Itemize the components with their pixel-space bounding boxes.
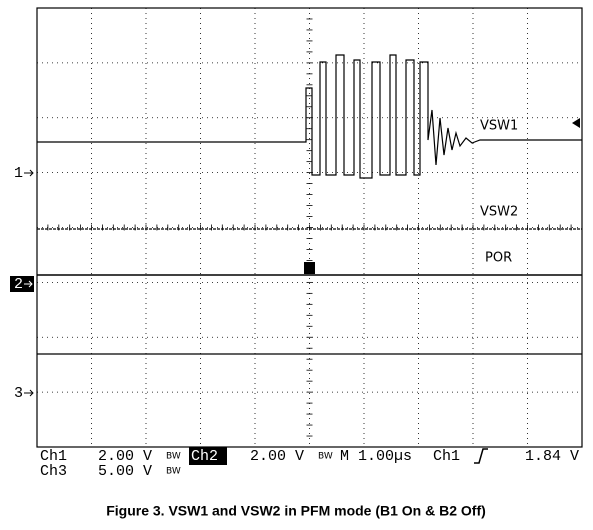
- readout-text: 1.84 V: [525, 448, 579, 465]
- graticule: [36, 7, 583, 448]
- readout-text: 2.00 V: [250, 448, 304, 465]
- trace-label: VSW1: [480, 119, 518, 134]
- marker-arrow: [24, 169, 34, 177]
- readout-text: BW: [318, 452, 333, 462]
- readout-text: Ch2: [191, 448, 218, 465]
- marker-arrow: [24, 389, 34, 397]
- vsw1-trace: [37, 54, 582, 179]
- readout-text: Ch1: [40, 448, 67, 465]
- readout-text: BW: [166, 452, 181, 462]
- readout-text: Ch1: [433, 448, 460, 465]
- caption: Figure 3. VSW1 and VSW2 in PFM mode (B1 …: [106, 503, 486, 519]
- channel-marker: 1: [14, 165, 23, 182]
- readout-text: 2.00 V: [98, 448, 152, 465]
- trigger-level-arrow: [572, 118, 580, 128]
- readout-text: M 1.00µs: [340, 448, 412, 465]
- marker-box: [10, 276, 34, 292]
- readout-text: 5.00 V: [98, 463, 152, 480]
- readout-text: Ch3: [40, 463, 67, 480]
- trace-label: VSW2: [480, 205, 518, 220]
- marker-arrow: [24, 280, 33, 288]
- readout-box: [189, 447, 227, 465]
- channel-marker: 3: [14, 385, 23, 402]
- trigger-slope-icon: [474, 448, 488, 464]
- trace-label: POR: [485, 251, 512, 266]
- readout-text: BW: [166, 467, 181, 477]
- channel-marker: 2: [14, 276, 23, 293]
- trigger-marker: [304, 262, 315, 274]
